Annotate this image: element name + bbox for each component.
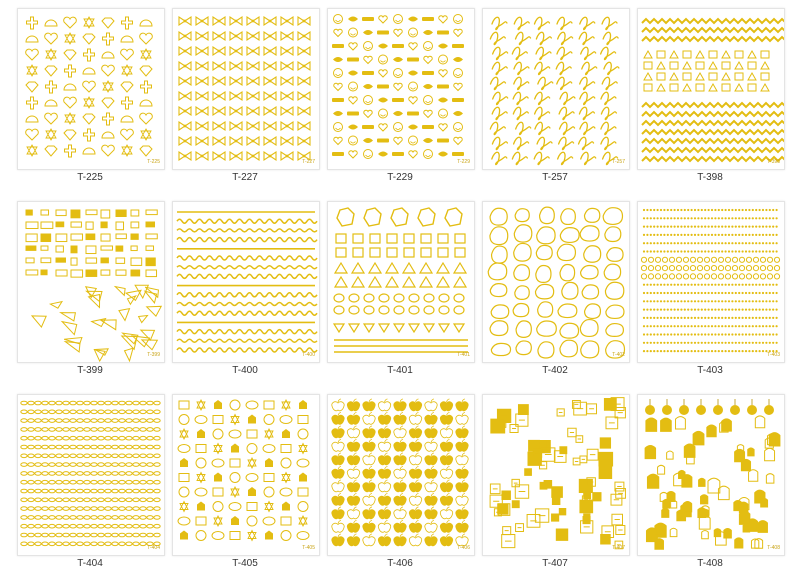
- sticker-pattern-art: [489, 397, 626, 550]
- sheet-code-label: T-398: [697, 172, 723, 183]
- sheet-code-label: T-404: [77, 558, 103, 569]
- sheet-code-label: T-229: [387, 172, 413, 183]
- sheet-code-label: T-408: [697, 558, 723, 569]
- sticker-sheet: T-229: [327, 8, 475, 170]
- sheet-card: T-405 T-405: [172, 386, 328, 576]
- sheet-stamp: T-229: [457, 159, 470, 165]
- sticker-sheet: T-404: [17, 394, 165, 556]
- sheet-card: T-399 T-399: [17, 193, 173, 383]
- sheet-code-label: T-401: [387, 365, 413, 376]
- sheet-code-label: T-405: [232, 558, 258, 569]
- sheet-card: T-401 T-401: [327, 193, 483, 383]
- sheet-card: T-229 T-229: [327, 0, 483, 190]
- sticker-pattern-art: [331, 398, 469, 547]
- sticker-pattern-art: [644, 399, 781, 550]
- sheet-card: T-257 T-257: [482, 0, 638, 190]
- sheet-card: T-227 T-227: [172, 0, 328, 190]
- sheet-card: T-408 T-408: [637, 386, 793, 576]
- sheet-code-label: T-407: [542, 558, 568, 569]
- sticker-sheet: T-399: [17, 201, 165, 363]
- sticker-sheet: T-406: [327, 394, 475, 556]
- sticker-sheet: T-408: [637, 394, 785, 556]
- sheet-code-label: T-225: [77, 172, 103, 183]
- sticker-sheet: T-403: [637, 201, 785, 363]
- sheet-card: T-400 T-400: [172, 193, 328, 383]
- sticker-sheet: T-401: [327, 201, 475, 363]
- sheet-code-label: T-257: [542, 172, 568, 183]
- sheet-stamp: T-403: [767, 352, 780, 358]
- sticker-pattern-art: [332, 207, 468, 353]
- sheet-card: T-403 T-403: [637, 193, 793, 383]
- sheet-stamp: T-402: [612, 352, 625, 358]
- sheet-stamp: T-257: [612, 159, 625, 165]
- sticker-pattern-art: [25, 209, 163, 362]
- sticker-sheet: T-227: [172, 8, 320, 170]
- sheet-code-label: T-403: [697, 365, 723, 376]
- sheet-stamp: T-404: [147, 545, 160, 551]
- sheet-code-label: T-400: [232, 365, 258, 376]
- sticker-pattern-art: [20, 400, 161, 547]
- sticker-sheet: T-405: [172, 394, 320, 556]
- sticker-pattern-art: [487, 206, 626, 359]
- sheet-code-label: T-227: [232, 172, 258, 183]
- sheet-stamp: T-407: [612, 545, 625, 551]
- sheet-stamp: T-406: [457, 545, 470, 551]
- sticker-pattern-art: [176, 211, 318, 353]
- sticker-pattern-art: [489, 16, 620, 166]
- sheet-stamp: T-225: [147, 159, 160, 165]
- sheet-stamp: T-405: [302, 545, 315, 551]
- sheet-stamp: T-399: [147, 352, 160, 358]
- sheet-code-label: T-399: [77, 365, 103, 376]
- sticker-sheet: T-257: [482, 8, 630, 170]
- sticker-pattern-art: [332, 14, 464, 159]
- sticker-pattern-art: [178, 15, 311, 162]
- sheet-card: T-404 T-404: [17, 386, 173, 576]
- sticker-pattern-art: [177, 398, 310, 542]
- sheet-stamp: T-398: [767, 159, 780, 165]
- sheet-code-label: T-406: [387, 558, 413, 569]
- sheet-card: T-406 T-406: [327, 386, 483, 576]
- sticker-sheet: T-407: [482, 394, 630, 556]
- sticker-sheet: T-225: [17, 8, 165, 170]
- sticker-pattern-art: [640, 208, 781, 353]
- sheet-stamp: T-227: [302, 159, 315, 165]
- sticker-pattern-art: [25, 16, 153, 158]
- sheet-card: T-402 T-402: [482, 193, 638, 383]
- sheet-card: T-398 T-398: [637, 0, 793, 190]
- sticker-sheet: T-402: [482, 201, 630, 363]
- sheet-code-label: T-402: [542, 365, 568, 376]
- sheet-stamp: T-408: [767, 545, 780, 551]
- sheet-stamp: T-401: [457, 352, 470, 358]
- sheet-card: T-225 T-225: [17, 0, 173, 190]
- sticker-sheet: T-400: [172, 201, 320, 363]
- sheet-card: T-407 T-407: [482, 386, 638, 576]
- sticker-sheet: T-398: [637, 8, 785, 170]
- sticker-pattern-art: [641, 17, 784, 163]
- sheet-stamp: T-400: [302, 352, 315, 358]
